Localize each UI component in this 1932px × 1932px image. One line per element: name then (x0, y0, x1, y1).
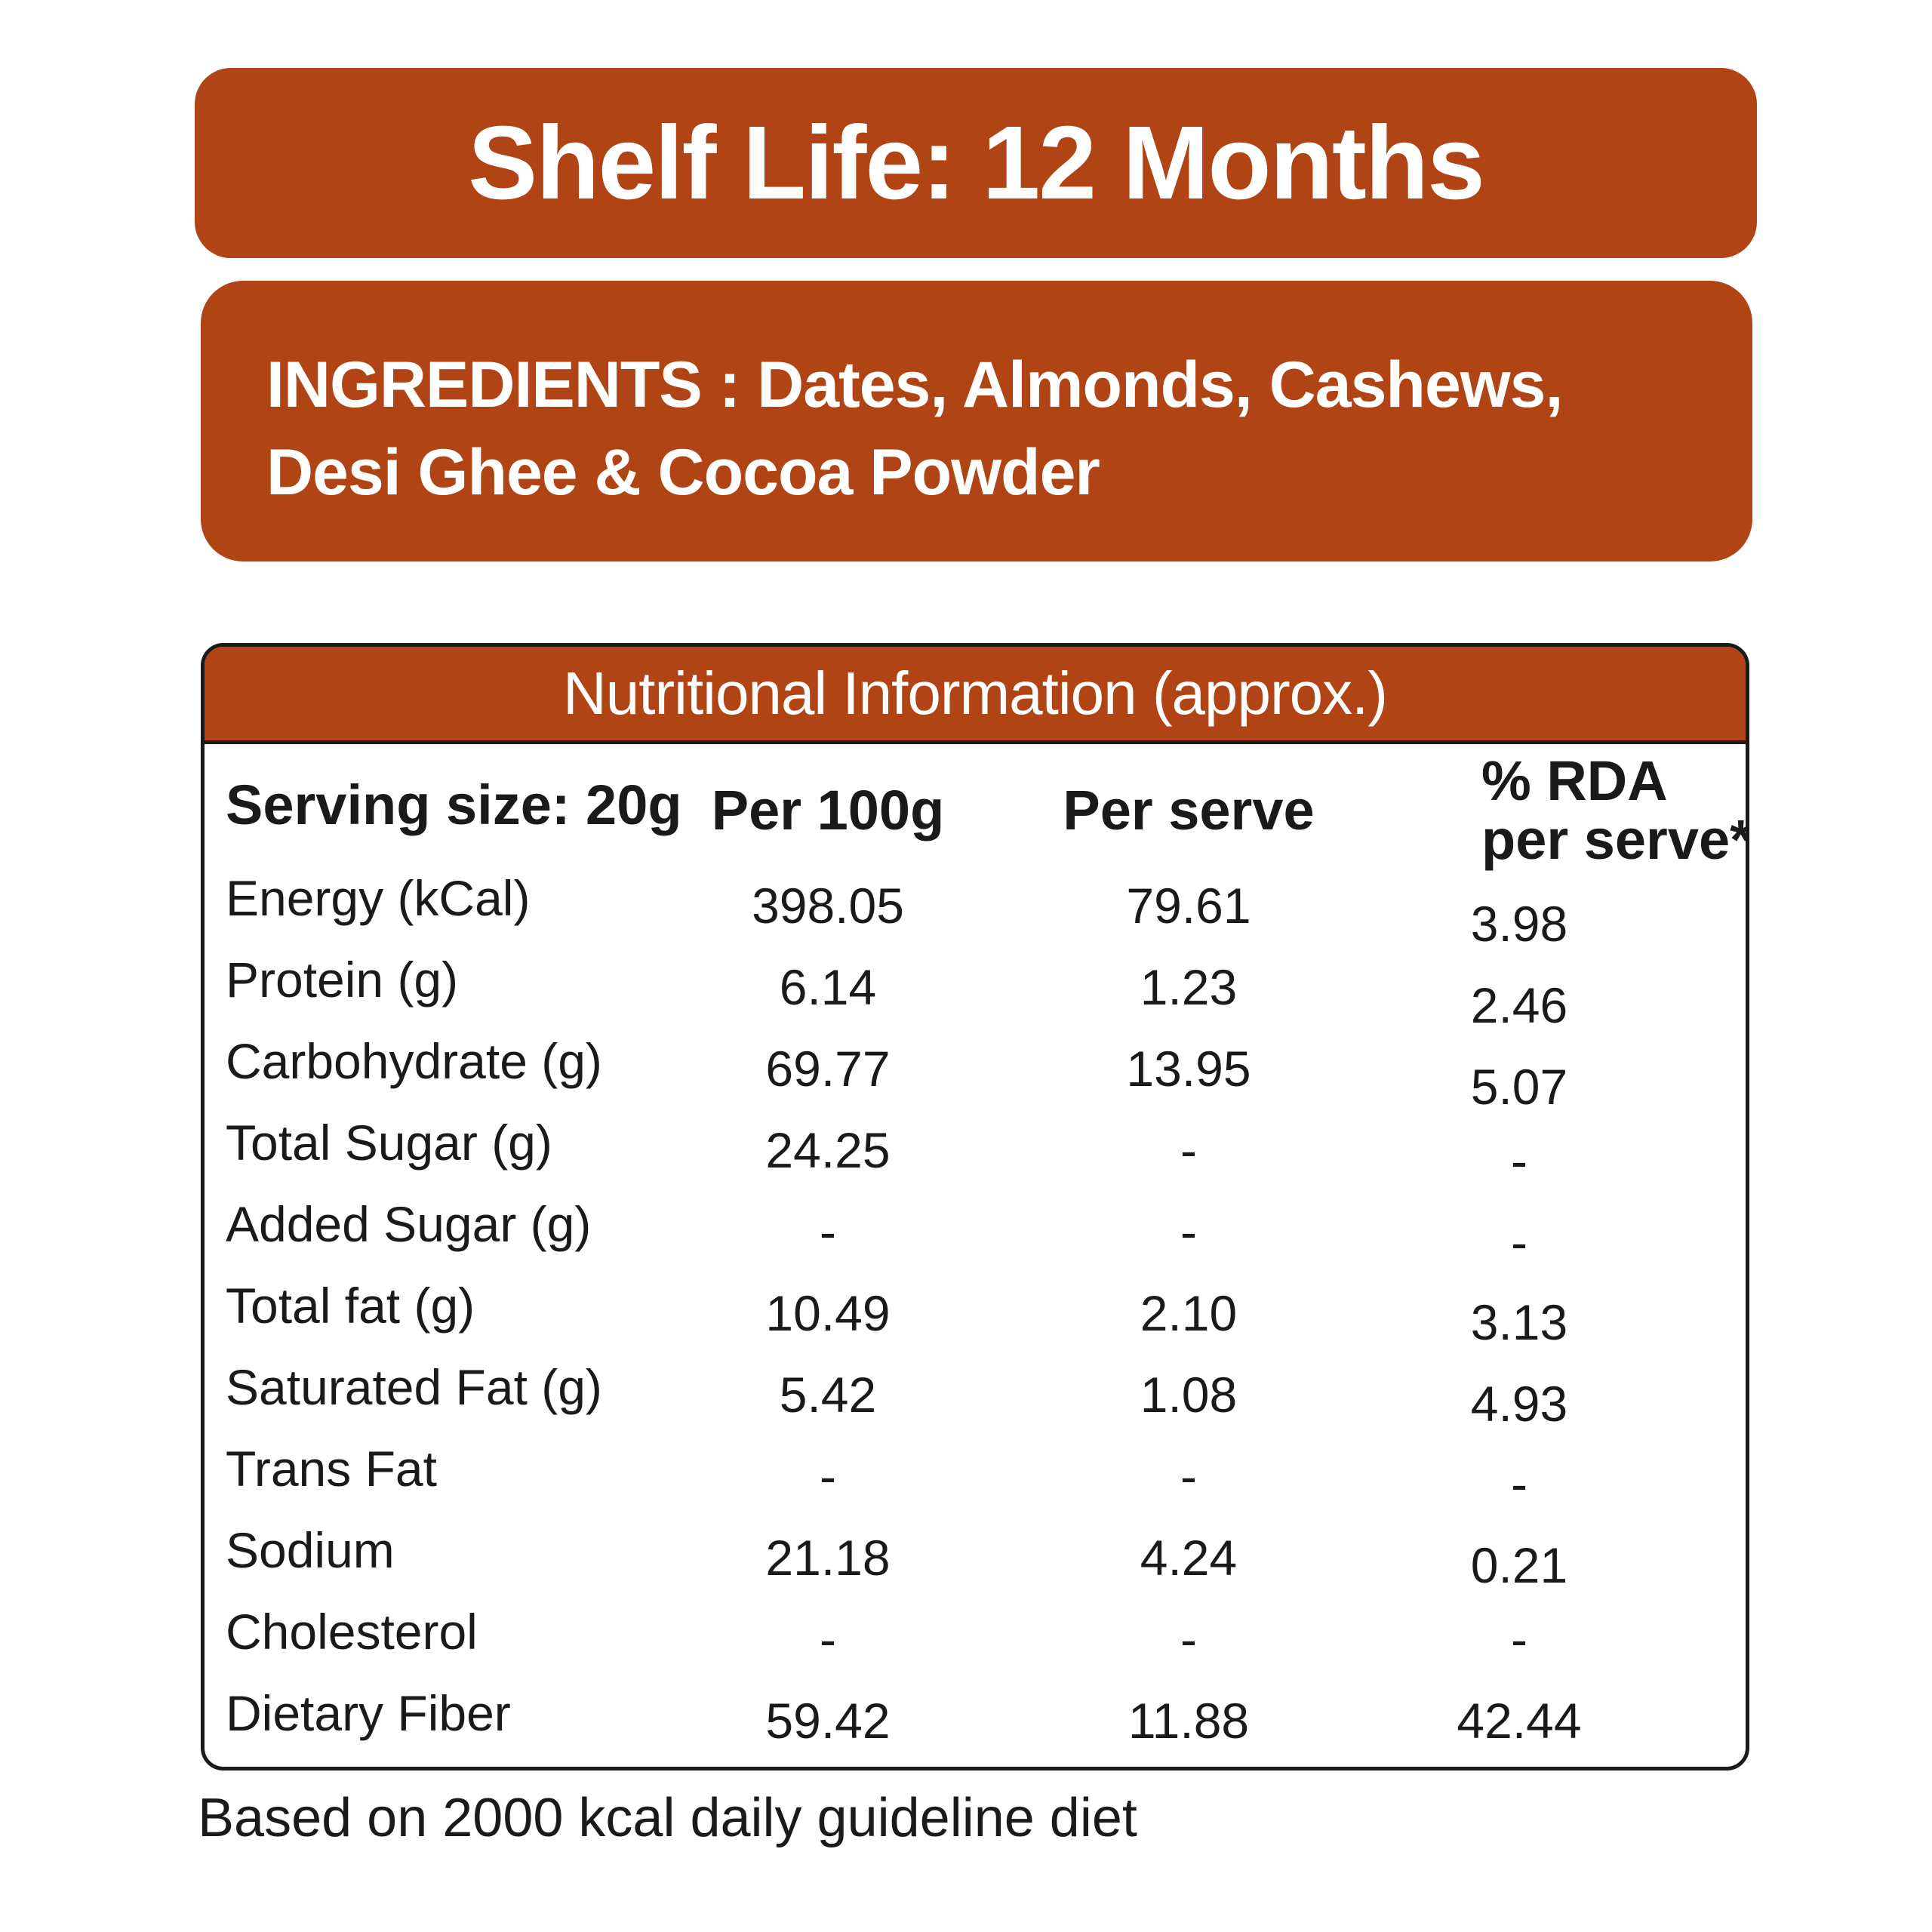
nutrition-title: Nutritional Information (approx.) (563, 660, 1388, 727)
per-serve-value: - (1180, 1122, 1197, 1178)
per-serve-value: - (1180, 1611, 1197, 1667)
per-100g-value: 59.42 (765, 1693, 891, 1749)
rda-value: - (1511, 1456, 1527, 1512)
per-serve-value: 11.88 (1128, 1693, 1250, 1749)
rda-header-line2: per serve* (1481, 808, 1749, 871)
per-serve-value: 4.24 (1140, 1530, 1238, 1586)
rda-value: - (1511, 1214, 1527, 1270)
nutrient-label: Total fat (g) (226, 1278, 475, 1334)
footnote: Based on 2000 kcal daily guideline diet (198, 1788, 1137, 1848)
shelf-life-banner: Shelf Life: 12 Months (195, 68, 1757, 258)
nutrient-label: Trans Fat (226, 1441, 437, 1497)
per-100g-value: 5.42 (779, 1367, 877, 1423)
rda-value: 3.98 (1470, 896, 1568, 952)
per-100g-value: 10.49 (765, 1285, 891, 1341)
ingredients-text: INGREDIENTS : Dates, Almonds, Cashews, D… (266, 349, 1563, 509)
nutrient-label: Total Sugar (g) (226, 1115, 552, 1171)
nutrient-label: Energy (kCal) (226, 870, 531, 926)
rda-value: 42.44 (1457, 1693, 1582, 1749)
nutrient-label: Saturated Fat (g) (226, 1359, 602, 1415)
nutrient-label: Added Sugar (g) (226, 1196, 592, 1252)
per-100g-value: - (820, 1611, 836, 1667)
nutrient-label: Sodium (226, 1522, 395, 1578)
per-serve-value: 1.23 (1140, 959, 1238, 1015)
per-100g-value: 21.18 (765, 1530, 891, 1586)
per-100g-value: 24.25 (765, 1122, 891, 1178)
rda-value: - (1511, 1133, 1527, 1189)
per-100g-value: 6.14 (779, 959, 877, 1015)
rda-value: 4.93 (1470, 1376, 1568, 1432)
per-100g-value: - (820, 1448, 836, 1504)
nutrition-table: Nutritional Information (approx.) Servin… (201, 643, 1749, 1770)
nutrient-label: Carbohydrate (g) (226, 1033, 602, 1089)
per-serve-header: Per serve (1063, 779, 1315, 841)
per-serve-value: - (1180, 1448, 1197, 1504)
per-serve-value: 1.08 (1140, 1367, 1238, 1423)
rda-value: - (1511, 1611, 1527, 1667)
per-serve-value: 79.61 (1126, 878, 1251, 934)
per-serve-value: 2.10 (1140, 1285, 1238, 1341)
nutrition-grid: Serving size: 20g Per 100g Per serve % R… (205, 744, 1746, 1767)
per-100g-header: Per 100g (711, 779, 945, 841)
per-100g-value: 398.05 (752, 878, 904, 934)
nutrient-label: Dietary Fiber (226, 1685, 511, 1741)
rda-value: 3.13 (1470, 1294, 1568, 1350)
per-serve-value: - (1180, 1204, 1197, 1260)
rda-header-line1: % RDA (1481, 749, 1668, 812)
nutrient-label: Cholesterol (226, 1604, 478, 1660)
rda-value: 2.46 (1470, 977, 1568, 1033)
shelf-life-title: Shelf Life: 12 Months (468, 104, 1485, 221)
nutrition-header: Nutritional Information (approx.) (205, 647, 1746, 744)
ingredients-panel: INGREDIENTS : Dates, Almonds, Cashews, D… (201, 281, 1752, 561)
rda-value: 0.21 (1470, 1537, 1568, 1593)
per-serve-value: 13.95 (1126, 1041, 1251, 1097)
per-100g-value: - (820, 1204, 836, 1260)
per-100g-value: 69.77 (765, 1041, 891, 1097)
nutrient-label: Protein (g) (226, 952, 459, 1008)
rda-value: 5.07 (1470, 1059, 1568, 1115)
serving-size-header: Serving size: 20g (226, 774, 682, 836)
